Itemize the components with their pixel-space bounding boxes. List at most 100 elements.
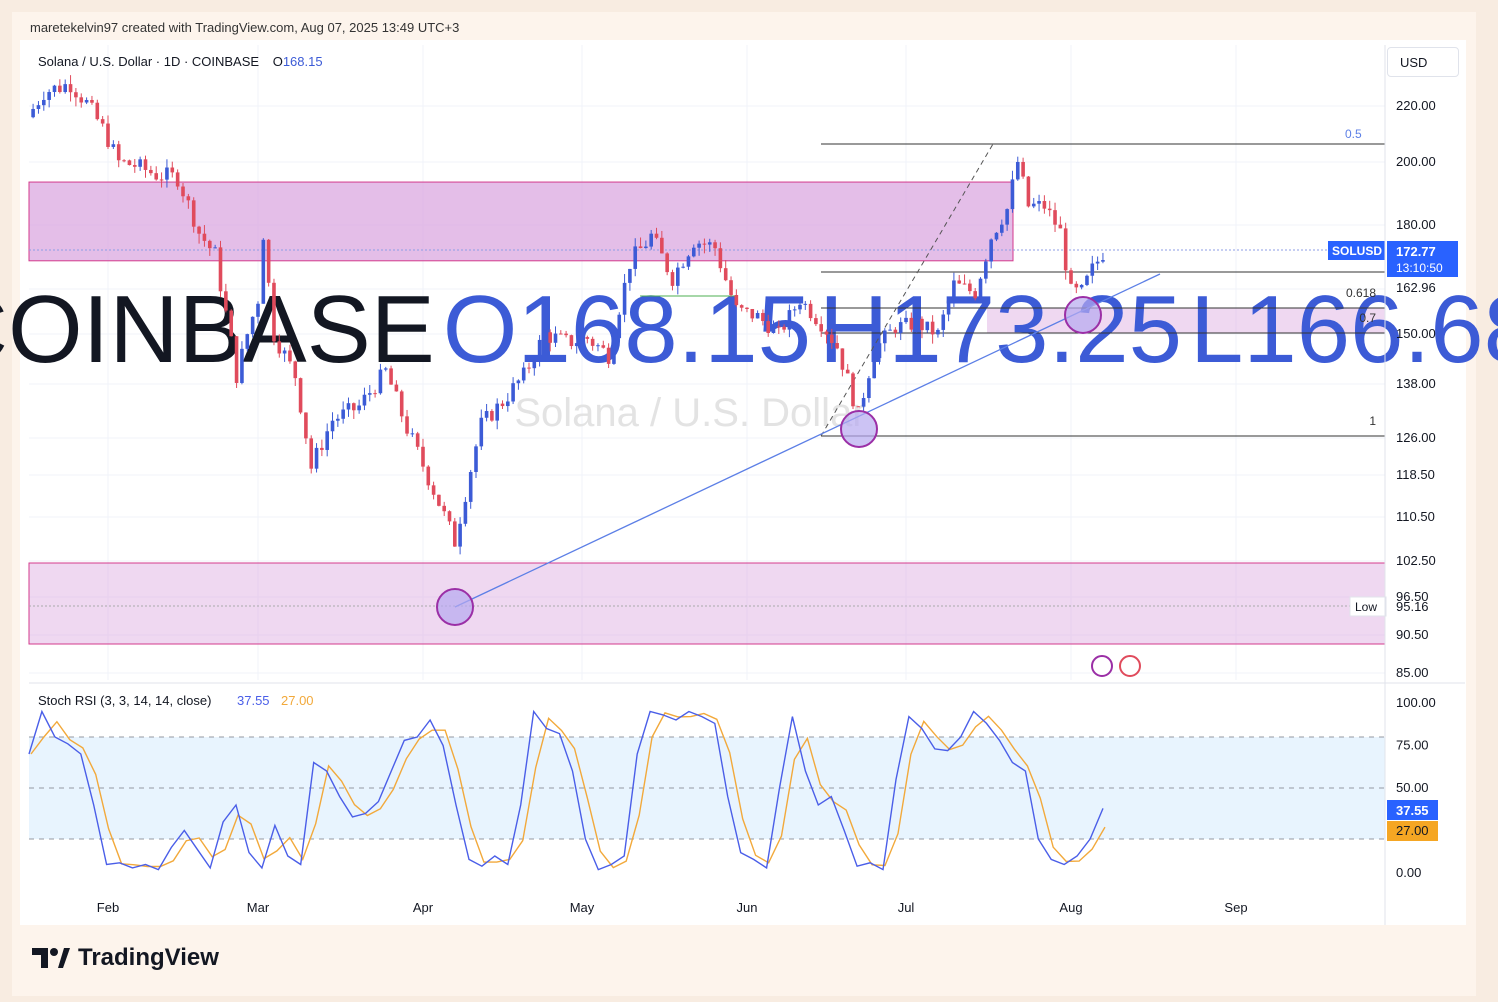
candle-body <box>553 333 558 343</box>
candle-body <box>389 368 393 385</box>
candle <box>84 97 89 105</box>
low-circle-august[interactable] <box>1064 296 1102 334</box>
candle <box>638 237 643 249</box>
candle <box>122 159 126 163</box>
candle <box>787 304 792 338</box>
candle <box>898 317 903 341</box>
candle-body <box>1000 224 1004 233</box>
candle <box>1005 208 1009 231</box>
stoch-d-line <box>30 712 1106 869</box>
candle <box>883 328 887 352</box>
time-tick-jun: Jun <box>737 900 758 915</box>
candle <box>378 363 383 395</box>
candle-body <box>851 373 855 407</box>
candle <box>676 262 680 295</box>
candle-body <box>325 431 329 450</box>
svg-text:Solana / U.S. Dollar · 1D · CO: Solana / U.S. Dollar · 1D · COINBASE O16… <box>38 54 323 69</box>
candle-body <box>58 85 62 93</box>
candle <box>352 402 356 419</box>
legend-symbol: Solana / U.S. Dollar · 1D · COINBASE <box>38 54 259 69</box>
candle <box>596 343 600 352</box>
price-tick-label: 85.00 <box>1396 665 1429 680</box>
candle <box>261 238 266 304</box>
trendline[interactable] <box>436 273 1161 626</box>
candle <box>521 362 526 384</box>
low-circle-june[interactable] <box>840 410 878 448</box>
candle-body <box>42 99 46 106</box>
candle-body <box>421 446 425 467</box>
candle-body <box>585 337 590 339</box>
fib-label-07: 0.7 <box>1359 311 1376 325</box>
candle <box>325 423 329 457</box>
low-price-tag: Low 95.16 <box>1349 596 1429 617</box>
candle <box>845 364 850 374</box>
candle-body <box>946 300 951 315</box>
candle <box>1053 202 1057 232</box>
ascending-trendline[interactable] <box>454 273 1161 608</box>
time-axis[interactable]: Feb Mar Apr May Jun Jul Aug Sep <box>97 45 1386 925</box>
flash-event-icon[interactable] <box>1091 655 1113 677</box>
candle-body <box>548 332 552 343</box>
candle <box>559 330 563 335</box>
candle-body <box>437 494 441 506</box>
candle <box>245 333 250 352</box>
candle-body <box>84 100 89 103</box>
candle <box>207 239 212 256</box>
last-price-tag[interactable]: SOLUSD 172.77 13:10:50 <box>1328 241 1458 277</box>
candle <box>500 400 505 409</box>
candle <box>1015 156 1020 181</box>
candle <box>952 272 956 307</box>
demand-zone <box>28 562 1386 645</box>
candle-body <box>256 303 260 317</box>
stoch-rsi-panel[interactable]: Stoch RSI (3, 3, 14, 14, close) 37.55 27.0… <box>28 682 1465 880</box>
candle <box>601 340 606 349</box>
candle <box>755 310 760 319</box>
candle-body <box>100 119 105 124</box>
currency-selector[interactable]: USD <box>1387 47 1459 77</box>
candle <box>293 360 298 386</box>
candle <box>1031 197 1036 209</box>
time-tick-may: May <box>570 900 595 915</box>
candle <box>861 392 866 413</box>
fib-label-1: 1 <box>1369 414 1376 428</box>
candle-body <box>463 501 468 524</box>
candle <box>111 140 116 149</box>
candle <box>468 469 473 509</box>
golden-pocket-zone <box>987 308 1385 333</box>
time-tick-sep: Sep <box>1224 900 1247 915</box>
candle-body <box>845 369 850 374</box>
candle <box>665 252 669 276</box>
candle <box>590 336 595 351</box>
candle <box>100 116 105 127</box>
snapshot-caption: maretekelvin97 created with TradingView.… <box>30 20 460 35</box>
stoch-tick-label: 100.00 <box>1396 695 1436 710</box>
supply-demand-zones <box>28 181 1386 645</box>
candle-body <box>952 280 956 301</box>
candle-body <box>159 179 164 181</box>
candle <box>320 439 324 457</box>
candle-body <box>68 84 73 93</box>
candle-body <box>574 343 579 347</box>
price-tick-label: 200.00 <box>1396 154 1436 169</box>
candle <box>718 242 723 273</box>
candle-body <box>127 160 132 166</box>
candle-body <box>111 144 116 147</box>
low-circle-april[interactable] <box>436 588 474 626</box>
candle <box>978 277 983 300</box>
candle <box>914 316 919 333</box>
candle <box>649 229 653 250</box>
candle <box>330 412 335 440</box>
candle-body <box>941 314 946 330</box>
candle <box>506 393 510 412</box>
us-flag-event-icon[interactable] <box>1119 655 1141 677</box>
candle-body <box>830 334 834 344</box>
candle <box>798 298 802 315</box>
tradingview-brand[interactable]: TradingView <box>30 944 219 972</box>
price-axis[interactable]: 220.00 200.00 180.00 150.00 138.00 126.00 118.… <box>1091 98 1458 680</box>
candle <box>941 310 946 337</box>
fibonacci-retracement[interactable]: 0.5 0.618 0.7 1 <box>640 127 1385 437</box>
candle <box>877 336 882 365</box>
candle <box>920 316 924 339</box>
candle-body <box>1090 263 1095 276</box>
